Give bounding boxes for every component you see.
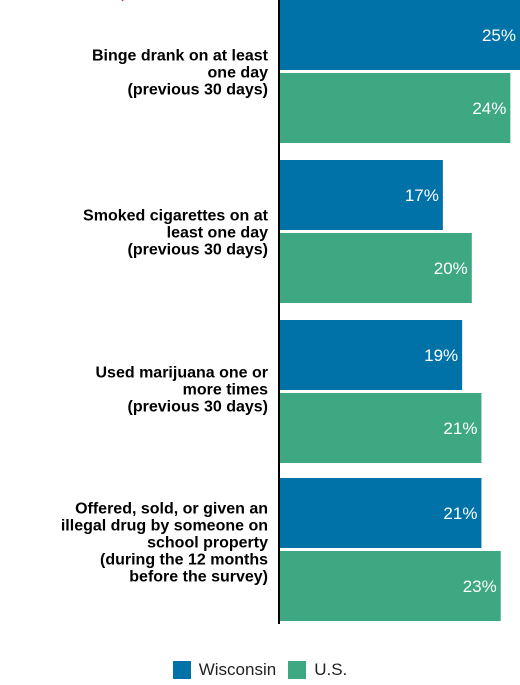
legend-item-us: U.S. [288, 660, 347, 680]
category-label-line: before the survey) [129, 568, 268, 586]
bar-us-4 [279, 551, 501, 621]
bar-wisconsin-4 [279, 478, 482, 548]
category-label-3: Used marijuana one or more times (previous… [0, 364, 269, 416]
legend: Wisconsin U.S. [0, 660, 520, 680]
legend-label-us: U.S. [314, 660, 348, 679]
category-label-4: Offered, sold, or given an illegal drug b… [0, 501, 268, 586]
category-label-line: (previous 30 days) [127, 81, 269, 99]
legend-swatch-us [288, 661, 307, 679]
legend-swatch-wisconsin [172, 661, 191, 679]
category-label-2: Smoked cigarettes on at least one day (pre… [0, 208, 268, 259]
bar-us-1 [279, 73, 511, 143]
bar-wisconsin-2 [279, 160, 443, 230]
top-edge-mark [121, 0, 124, 2]
category-label-line: one day [207, 64, 268, 82]
value-label-wisconsin-4: 21% [443, 504, 477, 523]
category-label-line: (previous 30 days) [127, 398, 269, 416]
value-label-us-3: 21% [443, 419, 477, 438]
category-label-line: (during the 12 months [100, 551, 268, 569]
category-label-line: (previous 30 days) [127, 241, 269, 259]
category-label-line: more times [182, 381, 268, 399]
bar-wisconsin-3 [279, 320, 463, 390]
category-label-line: Smoked cigarettes on at [83, 207, 268, 225]
value-label-wisconsin-3: 19% [424, 346, 458, 365]
category-label-line: Used marijuana one or [95, 364, 269, 382]
value-label-wisconsin-1: 25% [482, 26, 516, 45]
value-label-us-2: 20% [434, 259, 468, 278]
category-label-line: school property [147, 534, 268, 552]
value-label-wisconsin-2: 17% [405, 186, 439, 205]
category-label-line: least one day [166, 224, 268, 242]
category-label-line: Offered, sold, or given an [75, 500, 268, 518]
category-label-1: Binge drank on at least one day (previous … [0, 48, 268, 99]
legend-item-wisconsin: Wisconsin [172, 660, 277, 680]
category-label-line: Binge drank on at least [91, 47, 268, 65]
category-label-line: illegal drug by someone on [60, 517, 268, 535]
bar-wisconsin-1 [279, 0, 520, 70]
value-label-us-1: 24% [472, 99, 506, 118]
bar-us-2 [279, 233, 472, 303]
legend-label-wisconsin: Wisconsin [198, 660, 277, 679]
bar-us-3 [279, 393, 482, 463]
value-label-us-4: 23% [463, 577, 497, 596]
